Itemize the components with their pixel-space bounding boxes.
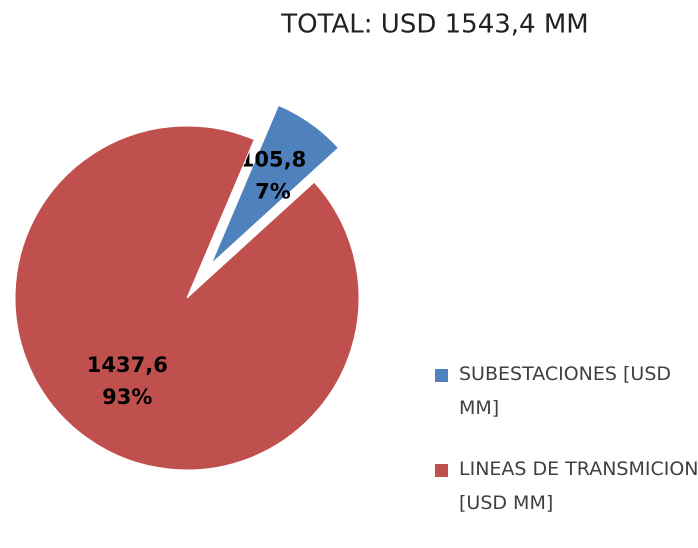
pie-slice [14, 125, 360, 471]
data-label: 1437,6 [87, 353, 168, 377]
chart-title: TOTAL: USD 1543,4 MM [280, 10, 588, 40]
legend-swatch [435, 369, 448, 382]
pie-slice [210, 104, 340, 265]
legend-label: LINEAS DE TRANSMICION [USD MM] [459, 458, 698, 514]
data-label: 105,8 [240, 148, 306, 172]
legend-entry: SUBESTACIONES [USD MM] [435, 357, 698, 425]
percent-label: 93% [102, 385, 152, 409]
percent-label: 7% [255, 180, 291, 204]
legend-entry: LINEAS DE TRANSMICION [USD MM] [435, 452, 698, 520]
legend-label: SUBESTACIONES [USD MM] [459, 363, 672, 419]
legend-swatch [435, 464, 448, 477]
